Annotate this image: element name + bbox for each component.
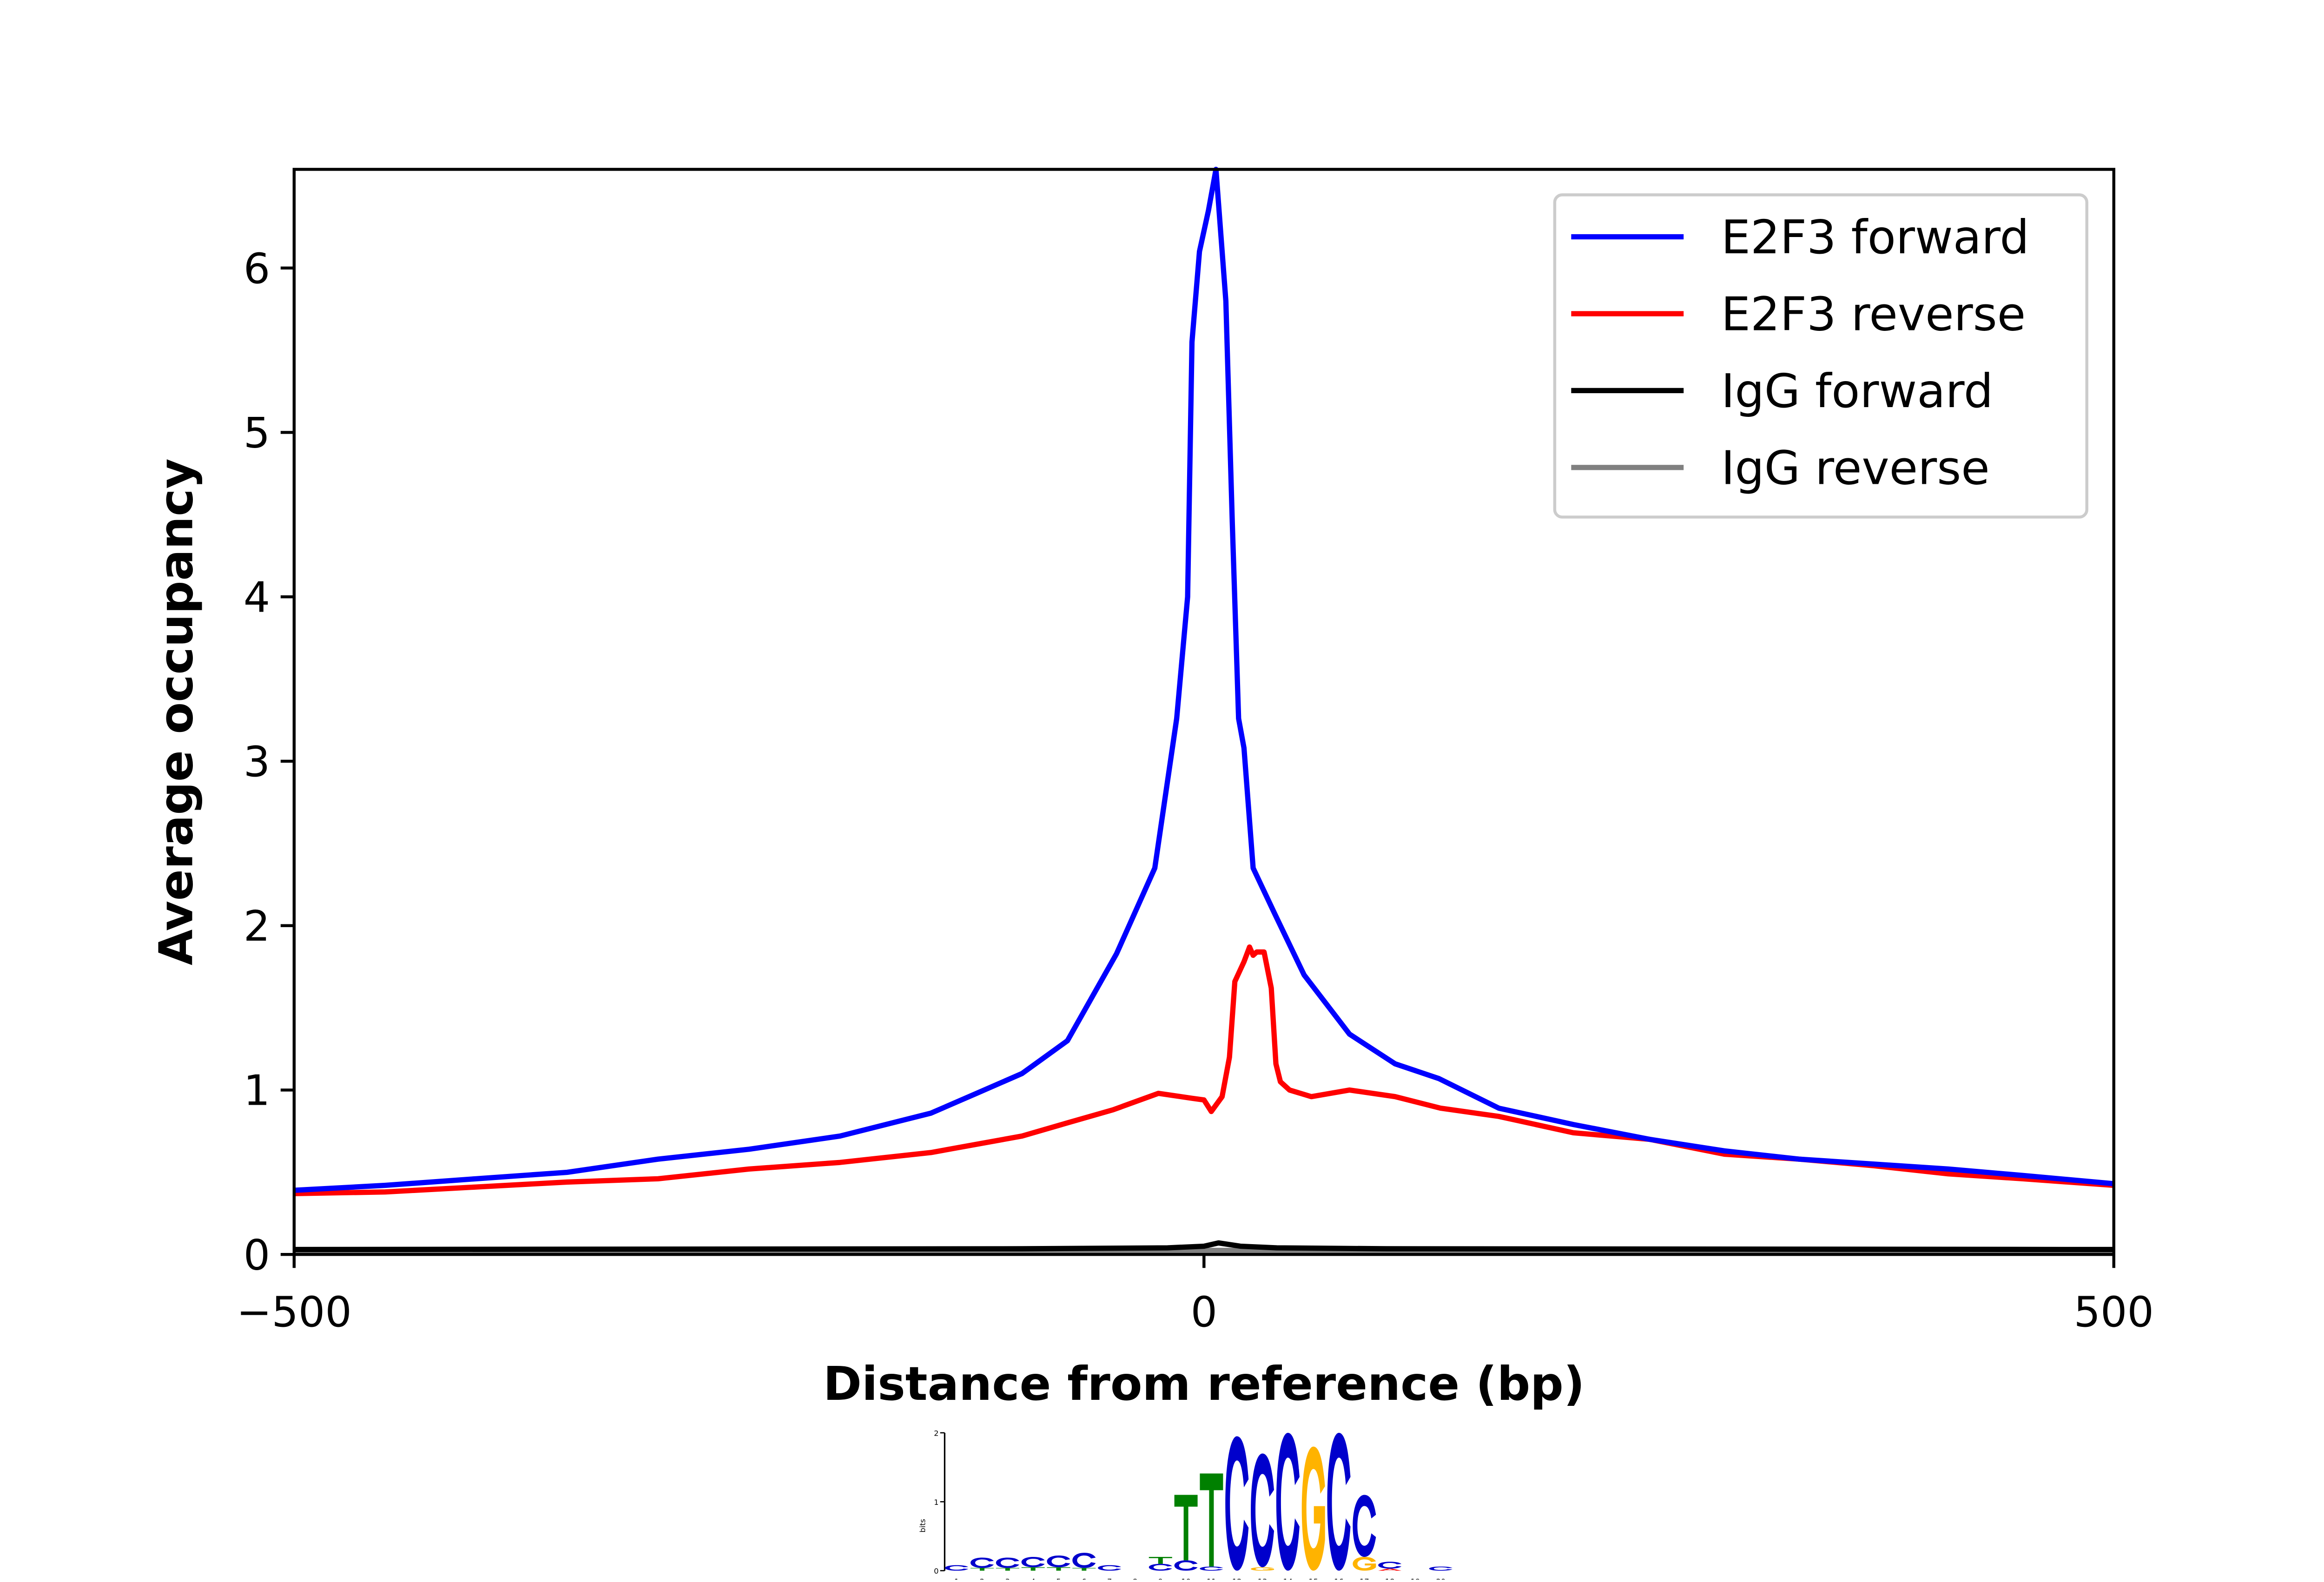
logo-letter-G — [1251, 1567, 1274, 1571]
logo-letter-T — [1149, 1556, 1172, 1564]
logo-position-label: 2 — [980, 1577, 984, 1580]
logo-letter-T — [996, 1568, 1019, 1571]
logo-letter-C — [1072, 1553, 1096, 1568]
series-lines — [294, 166, 2114, 1253]
logo-y-label: bits — [918, 1519, 927, 1532]
logo-position-label: 17 — [1360, 1577, 1369, 1580]
series-line-e2f3-forward — [294, 166, 2114, 1193]
y-tick-label: 3 — [244, 738, 270, 786]
logo-position-label: 16 — [1334, 1577, 1344, 1580]
logo-position-label: 5 — [1056, 1577, 1061, 1580]
logo-letter-C — [1353, 1495, 1376, 1557]
logo-position-label: 15 — [1308, 1577, 1318, 1580]
logo-letter-C — [996, 1557, 1019, 1568]
logo-letter-C — [971, 1557, 994, 1568]
y-axis-label: Average occupancy — [149, 458, 204, 965]
logo-y-tick-label: 2 — [934, 1429, 938, 1437]
y-tick-label: 4 — [244, 573, 270, 622]
logo-letter-C — [945, 1565, 969, 1571]
logo-letter-T — [1047, 1567, 1070, 1571]
logo-position-label: 20 — [1436, 1577, 1446, 1580]
logo-letter-T — [1072, 1568, 1096, 1571]
logo-position-label: 6 — [1082, 1577, 1086, 1580]
logo-position-label: 9 — [1158, 1577, 1163, 1580]
logo-letter-C — [1149, 1563, 1172, 1571]
logo-position-label: 7 — [1107, 1577, 1112, 1580]
logo-letter-C — [1174, 1560, 1198, 1571]
logo-letter-A — [1378, 1569, 1402, 1571]
x-axis-label: Distance from reference (bp) — [823, 1357, 1585, 1411]
logo-letter-C — [1327, 1432, 1351, 1571]
x-tick-label: 500 — [2074, 1288, 2154, 1337]
logo-letter-C — [1251, 1453, 1274, 1568]
logo-letter-G — [1353, 1556, 1376, 1571]
y-axis: 0 1 2 3 4 5 6 — [244, 244, 294, 1279]
legend-label: IgG reverse — [1721, 441, 1990, 495]
logo-position-label: 14 — [1283, 1577, 1293, 1580]
legend-box — [1553, 193, 2088, 519]
logo-position-label: 11 — [1207, 1577, 1216, 1580]
y-tick-label: 1 — [244, 1067, 270, 1115]
legend: E2F3 forward E2F3 reverse IgG forward IgG r… — [1553, 193, 2088, 519]
logo-position-label: 8 — [1133, 1577, 1137, 1580]
y-tick-label: 5 — [244, 409, 270, 458]
logo-position-label: 10 — [1181, 1577, 1191, 1580]
logo-letter-C — [1200, 1566, 1223, 1571]
logo-letter-C — [1276, 1432, 1300, 1571]
logo-position-label: 12 — [1232, 1577, 1242, 1580]
legend-label: E2F3 reverse — [1721, 287, 2026, 341]
logo-position-label: 19 — [1411, 1577, 1420, 1580]
legend-label: E2F3 forward — [1721, 210, 2029, 264]
logo-letter-T — [1174, 1495, 1198, 1561]
logo-y-tick-label: 1 — [934, 1498, 938, 1507]
logo-position-label: 13 — [1258, 1577, 1268, 1580]
logo-position-label: 18 — [1385, 1577, 1395, 1580]
logo-letter-C — [1225, 1436, 1249, 1571]
logo-letter-C — [1378, 1562, 1402, 1569]
x-axis: −500 0 500 — [237, 1254, 2154, 1337]
logo-letter-C — [1021, 1556, 1045, 1568]
series-line-igg-forward — [294, 1240, 2114, 1252]
motif-logo: 012bits1234567891011121314151617181920 — [918, 1429, 1452, 1582]
logo-letter-C — [1047, 1556, 1070, 1568]
logo-position-label: 1 — [954, 1577, 959, 1580]
x-tick-label: −500 — [237, 1288, 352, 1337]
logo-y-tick-label: 0 — [934, 1567, 938, 1575]
y-tick-label: 2 — [244, 902, 270, 951]
series-line-e2f3-reverse — [294, 944, 2114, 1196]
logo-letter-T — [971, 1568, 994, 1571]
y-tick-label: 6 — [244, 244, 270, 293]
logo-position-label: 4 — [1031, 1577, 1036, 1580]
logo-letter-G — [1301, 1446, 1325, 1571]
x-tick-label: 0 — [1191, 1288, 1217, 1337]
logo-letter-C — [1429, 1566, 1452, 1571]
y-tick-label: 0 — [244, 1231, 270, 1279]
logo-letter-T — [1200, 1473, 1223, 1567]
logo-letter-T — [1021, 1567, 1045, 1571]
logo-position-label: 3 — [1005, 1577, 1010, 1580]
legend-label: IgG forward — [1721, 364, 1993, 418]
logo-letter-C — [1098, 1565, 1122, 1571]
